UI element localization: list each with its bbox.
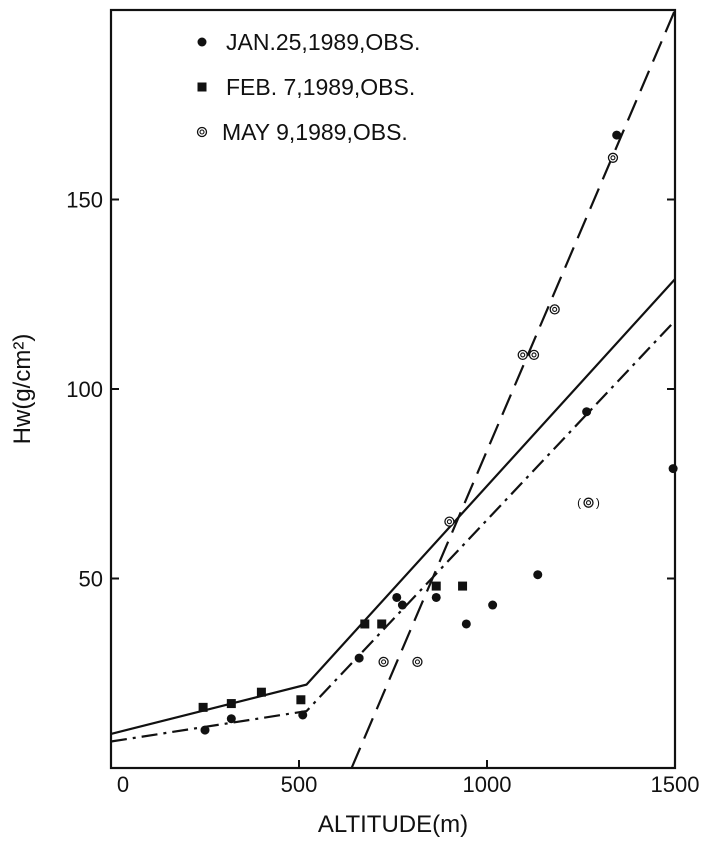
x-tick-label: 0	[117, 772, 129, 797]
data-point-series-3	[583, 497, 594, 508]
data-point-series-3	[444, 516, 455, 527]
data-point-series-1	[488, 600, 498, 610]
y-tick-label: 150	[66, 188, 103, 213]
data-point-series-1	[354, 653, 364, 663]
y-axis-label: Hw(g/cm²)	[9, 334, 36, 445]
legend: JAN.25,1989,OBS. FEB. 7,1989,OBS. MAY 9,19…	[196, 29, 420, 145]
data-point-series-1	[200, 725, 210, 735]
annotation-text: (	[577, 496, 581, 510]
data-point-series-2	[431, 581, 441, 591]
y-tick-label: 50	[79, 567, 103, 592]
data-point-series-1	[612, 130, 622, 140]
data-point-series-1	[298, 710, 308, 720]
data-point-series-2	[198, 702, 208, 712]
data-point-series-1	[461, 619, 471, 629]
legend-label-2: FEB. 7,1989,OBS.	[226, 74, 415, 100]
data-point-series-3	[607, 152, 619, 163]
data-point-series-1	[226, 714, 236, 724]
fit-line-dashed	[350, 9, 677, 769]
data-markers	[198, 130, 678, 735]
legend-label-1: JAN.25,1989,OBS.	[226, 29, 420, 55]
legend-label-3: MAY 9,1989,OBS.	[222, 119, 408, 145]
fit-lines	[110, 9, 677, 769]
fit-line-solid	[110, 278, 676, 735]
data-point-series-1	[533, 570, 543, 580]
data-point-series-3	[412, 656, 423, 668]
y-tick-label: 100	[66, 377, 103, 402]
annotation-text: )	[596, 496, 600, 510]
data-point-series-3	[378, 656, 389, 668]
legend-marker-2	[197, 82, 207, 92]
data-point-series-3	[517, 349, 528, 361]
legend-marker-1	[197, 37, 207, 47]
data-point-series-3	[549, 304, 560, 315]
x-axis-ticks: 0 500 1000 1500	[110, 760, 700, 797]
data-point-series-1	[397, 600, 407, 610]
y-axis-ticks: 50 100 150	[66, 188, 675, 769]
data-point-series-1	[431, 592, 441, 602]
data-point-series-2	[458, 581, 468, 591]
data-point-series-2	[377, 619, 387, 629]
data-point-series-2	[296, 695, 306, 705]
data-point-series-1	[582, 407, 592, 417]
x-tick-label: 500	[281, 772, 318, 797]
data-point-series-2	[360, 619, 370, 629]
x-tick-label: 1500	[651, 772, 700, 797]
data-point-series-1	[668, 464, 678, 474]
data-point-series-2	[256, 687, 266, 697]
data-point-series-3	[528, 349, 540, 361]
x-tick-label: 1000	[463, 772, 512, 797]
legend-marker-3	[196, 126, 208, 138]
data-point-series-2	[226, 699, 236, 709]
annotations: ()	[577, 496, 600, 510]
data-point-series-1	[392, 592, 402, 602]
fit-line-dash-dot	[110, 320, 676, 743]
x-axis-label: ALTITUDE(m)	[318, 811, 468, 838]
